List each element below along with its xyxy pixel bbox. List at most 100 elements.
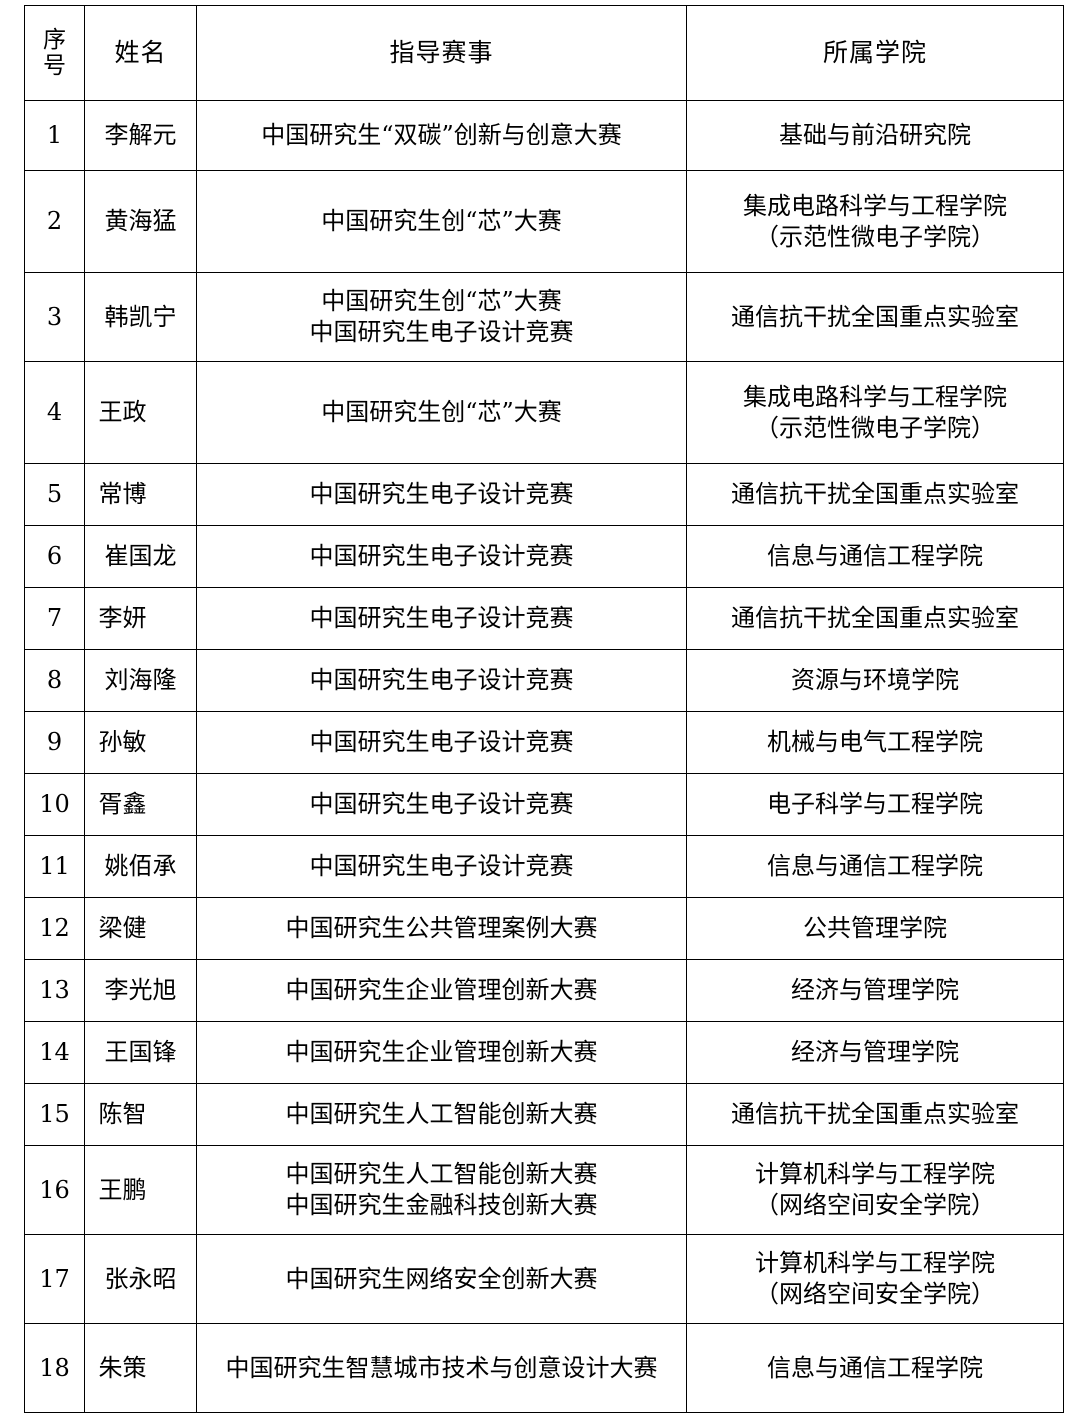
cell-index: 16	[24, 1145, 85, 1235]
table-row: 14 王国锋 中国研究生企业管理创新大赛 经济与管理学院	[24, 1021, 1064, 1084]
cell-name: 刘海隆	[84, 649, 197, 712]
college-line: （网络空间安全学院）	[755, 1191, 995, 1219]
cell-college: 机械与电气工程学院	[686, 711, 1064, 774]
cell-index: 2	[24, 170, 85, 273]
cell-event: 中国研究生电子设计竞赛	[196, 587, 687, 650]
cell-event: 中国研究生电子设计竞赛	[196, 463, 687, 526]
document-page: 序 号 姓名 指导赛事 所属学院 1 李解元 中国研究生“双碳”创新与创意大赛 基础与…	[24, 5, 1064, 1413]
cell-name: 李妍	[84, 587, 197, 650]
cell-index: 15	[24, 1083, 85, 1146]
cell-index: 1	[24, 100, 85, 171]
cell-name: 韩凯宁	[84, 272, 197, 362]
cell-index: 17	[24, 1234, 85, 1324]
table-row: 11 姚佰承 中国研究生电子设计竞赛 信息与通信工程学院	[24, 835, 1064, 898]
cell-college: 基础与前沿研究院	[686, 100, 1064, 171]
cell-college: 信息与通信工程学院	[686, 1323, 1064, 1413]
cell-event: 中国研究生人工智能创新大赛	[196, 1083, 687, 1146]
cell-name: 崔国龙	[84, 525, 197, 588]
table-row: 13 李光旭 中国研究生企业管理创新大赛 经济与管理学院	[24, 959, 1064, 1022]
cell-event: 中国研究生电子设计竞赛	[196, 649, 687, 712]
cell-college: 通信抗干扰全国重点实验室	[686, 463, 1064, 526]
cell-event: 中国研究生创“芯”大赛	[196, 361, 687, 464]
column-header-index-line1: 序	[43, 26, 66, 53]
name-text: 朱策	[98, 1353, 147, 1382]
event-line: 中国研究生创“芯”大赛	[321, 287, 562, 316]
table-row: 2 黄海猛 中国研究生创“芯”大赛 集成电路科学与工程学院 （示范性微电子学院）	[24, 170, 1064, 273]
cell-index: 12	[24, 897, 85, 960]
event-line: 中国研究生金融科技创新大赛	[285, 1191, 598, 1219]
cell-college: 通信抗干扰全国重点实验室	[686, 587, 1064, 650]
table-row: 4 王政 中国研究生创“芯”大赛 集成电路科学与工程学院 （示范性微电子学院）	[24, 361, 1064, 464]
name-text: 王鹏	[98, 1175, 147, 1204]
cell-index: 10	[24, 773, 85, 836]
cell-index: 7	[24, 587, 85, 650]
column-header-college: 所属学院	[686, 5, 1064, 101]
column-header-event: 指导赛事	[196, 5, 687, 101]
cell-event: 中国研究生“双碳”创新与创意大赛	[196, 100, 687, 171]
table-row: 8 刘海隆 中国研究生电子设计竞赛 资源与环境学院	[24, 649, 1064, 712]
name-text: 王政	[98, 398, 147, 427]
cell-college: 计算机科学与工程学院 （网络空间安全学院）	[686, 1234, 1064, 1324]
cell-event: 中国研究生智慧城市技术与创意设计大赛	[196, 1323, 687, 1413]
table-row: 1 李解元 中国研究生“双碳”创新与创意大赛 基础与前沿研究院	[24, 100, 1064, 171]
cell-college: 计算机科学与工程学院 （网络空间安全学院）	[686, 1145, 1064, 1235]
cell-name: 胥鑫	[84, 773, 197, 836]
table-header: 序 号 姓名 指导赛事 所属学院	[24, 5, 1064, 101]
table-row: 18 朱策 中国研究生智慧城市技术与创意设计大赛 信息与通信工程学院	[24, 1323, 1064, 1413]
cell-event: 中国研究生电子设计竞赛	[196, 773, 687, 836]
cell-name: 孙敏	[84, 711, 197, 774]
cell-college: 经济与管理学院	[686, 959, 1064, 1022]
cell-name: 李光旭	[84, 959, 197, 1022]
cell-college: 通信抗干扰全国重点实验室	[686, 1083, 1064, 1146]
cell-name: 常博	[84, 463, 197, 526]
cell-index: 14	[24, 1021, 85, 1084]
table-row: 3 韩凯宁 中国研究生创“芯”大赛 中国研究生电子设计竞赛 通信抗干扰全国重点实验室	[24, 272, 1064, 362]
event-line: 中国研究生人工智能创新大赛	[285, 1160, 598, 1189]
cell-event: 中国研究生创“芯”大赛 中国研究生电子设计竞赛	[196, 272, 687, 362]
cell-index: 4	[24, 361, 85, 464]
cell-index: 13	[24, 959, 85, 1022]
table-row: 16 王鹏 中国研究生人工智能创新大赛 中国研究生金融科技创新大赛 计算机科学与工程学院…	[24, 1145, 1064, 1235]
cell-index: 11	[24, 835, 85, 898]
cell-college: 信息与通信工程学院	[686, 835, 1064, 898]
cell-name: 姚佰承	[84, 835, 197, 898]
table-body: 1 李解元 中国研究生“双碳”创新与创意大赛 基础与前沿研究院 2 黄海猛 中国研究生创“芯…	[24, 100, 1064, 1413]
name-text: 胥鑫	[98, 790, 147, 819]
award-table: 序 号 姓名 指导赛事 所属学院 1 李解元 中国研究生“双碳”创新与创意大赛 基础与…	[24, 5, 1064, 1413]
cell-event: 中国研究生网络安全创新大赛	[196, 1234, 687, 1324]
cell-name: 朱策	[84, 1323, 197, 1413]
cell-index: 8	[24, 649, 85, 712]
cell-event: 中国研究生公共管理案例大赛	[196, 897, 687, 960]
name-text: 梁健	[98, 914, 147, 943]
cell-name: 王鹏	[84, 1145, 197, 1235]
cell-name: 李解元	[84, 100, 197, 171]
cell-college: 公共管理学院	[686, 897, 1064, 960]
name-text: 孙敏	[98, 728, 147, 757]
cell-event: 中国研究生电子设计竞赛	[196, 525, 687, 588]
event-line: 中国研究生电子设计竞赛	[309, 318, 574, 346]
college-line: 计算机科学与工程学院	[755, 1249, 995, 1278]
cell-event: 中国研究生企业管理创新大赛	[196, 959, 687, 1022]
cell-college: 经济与管理学院	[686, 1021, 1064, 1084]
table-row: 5 常博 中国研究生电子设计竞赛 通信抗干扰全国重点实验室	[24, 463, 1064, 526]
cell-index: 18	[24, 1323, 85, 1413]
cell-name: 王国锋	[84, 1021, 197, 1084]
cell-event: 中国研究生电子设计竞赛	[196, 835, 687, 898]
cell-college: 信息与通信工程学院	[686, 525, 1064, 588]
cell-name: 王政	[84, 361, 197, 464]
cell-index: 5	[24, 463, 85, 526]
cell-college: 通信抗干扰全国重点实验室	[686, 272, 1064, 362]
table-row: 9 孙敏 中国研究生电子设计竞赛 机械与电气工程学院	[24, 711, 1064, 774]
column-header-index: 序 号	[24, 5, 85, 101]
cell-name: 梁健	[84, 897, 197, 960]
cell-event: 中国研究生创“芯”大赛	[196, 170, 687, 273]
cell-college: 集成电路科学与工程学院 （示范性微电子学院）	[686, 361, 1064, 464]
cell-event: 中国研究生企业管理创新大赛	[196, 1021, 687, 1084]
cell-index: 6	[24, 525, 85, 588]
college-line: （示范性微电子学院）	[755, 222, 995, 251]
cell-college: 电子科学与工程学院	[686, 773, 1064, 836]
cell-index: 3	[24, 272, 85, 362]
cell-event: 中国研究生人工智能创新大赛 中国研究生金融科技创新大赛	[196, 1145, 687, 1235]
table-row: 15 陈智 中国研究生人工智能创新大赛 通信抗干扰全国重点实验室	[24, 1083, 1064, 1146]
cell-name: 黄海猛	[84, 170, 197, 273]
